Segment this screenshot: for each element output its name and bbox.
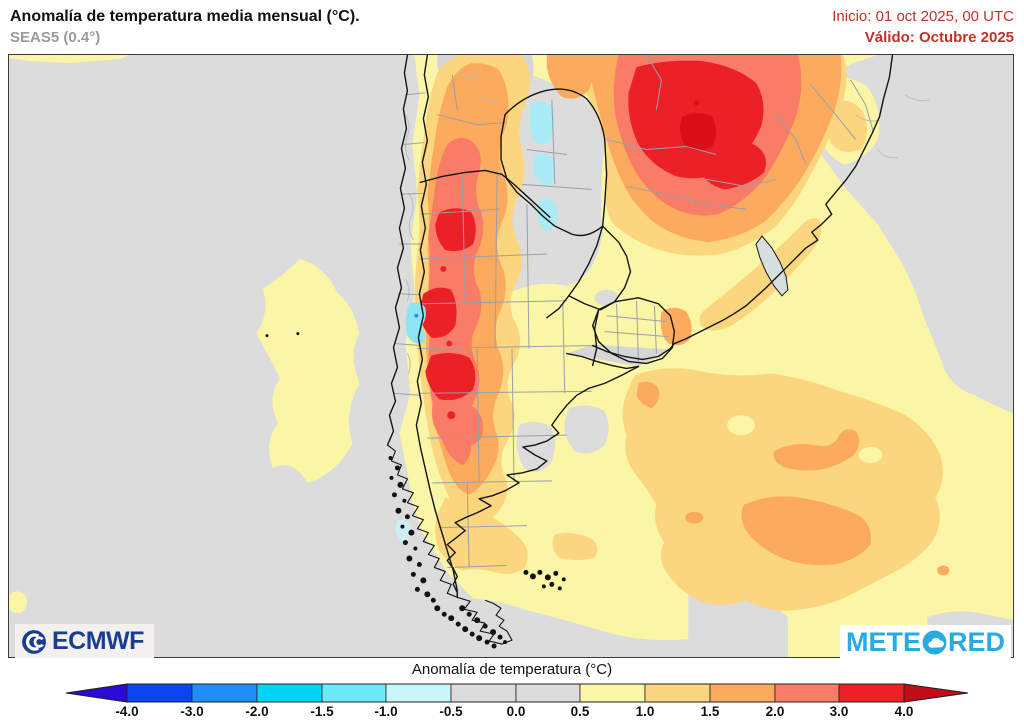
- relief-texture: [404, 72, 930, 374]
- colorbar-tick-label: -0.5: [439, 704, 463, 719]
- colorbar-tick-label: -1.5: [310, 704, 334, 719]
- colorbar-tick-label: 4.0: [895, 704, 914, 719]
- admin-borders: [393, 55, 875, 568]
- paraguay-border: [500, 88, 608, 237]
- colorbar-segment: [256, 683, 323, 703]
- colorbar-tick-label: -1.0: [374, 704, 397, 719]
- colorbar-tick-label: 0.5: [571, 704, 590, 719]
- laguna-dos-patos: [755, 235, 789, 297]
- meteored-text-post: RED: [947, 627, 1005, 657]
- laplata-south-shore: [566, 352, 640, 370]
- argentina-atlantic-coast: [446, 365, 640, 598]
- init-datetime: Inicio: 01 oct 2025, 00 UTC: [832, 8, 1014, 25]
- colorbar-segment: [126, 683, 193, 703]
- colorbar-svg: Anomalía de temperatura (°C) -4.0: [65, 661, 969, 719]
- meteored-text-pre: METE: [845, 627, 921, 657]
- colorbar-segment: [450, 683, 517, 703]
- colorbar-right-arrow: [903, 683, 969, 703]
- tierra-del-fuego: [457, 596, 513, 645]
- meteored-logo: METE RED: [839, 625, 1011, 660]
- colorbar-segment: [644, 683, 711, 703]
- colorbar-tick-label: 1.5: [701, 704, 720, 719]
- argentina-north-border: [419, 169, 551, 218]
- ecmwf-icon: [22, 629, 46, 654]
- header-right: Inicio: 01 oct 2025, 00 UTC Válido: Octu…: [832, 6, 1014, 48]
- uruguay-river-border: [591, 309, 600, 367]
- colorbar-segment: [579, 683, 646, 703]
- colorbar-tick-label: 0.0: [507, 704, 526, 719]
- brazil-coastline: [669, 55, 894, 350]
- colorbar-segment: [838, 683, 905, 703]
- colorbar-segment: [191, 683, 258, 703]
- colorbar-tick-label: 2.0: [766, 704, 785, 719]
- model-subtitle: SEAS5 (0.4°): [10, 29, 101, 46]
- ecmwf-logo-text: ECMWF: [52, 627, 144, 655]
- map-figure: ECMWF METE RED: [8, 54, 1014, 660]
- falkland-islands: [523, 569, 566, 591]
- colorbar-frame: [126, 683, 905, 703]
- colorbar-title: Anomalía de temperatura (°C): [412, 661, 612, 678]
- colorbar-segment: [515, 683, 581, 703]
- parana-border: [546, 225, 604, 319]
- valid-period: Válido: Octubre 2025: [864, 29, 1014, 46]
- header-left: Anomalía de temperatura media mensual (°…: [10, 6, 360, 48]
- coastlines-borders: [386, 55, 894, 645]
- chile-coastline: [386, 55, 409, 446]
- colorbar-segment: [774, 683, 840, 703]
- uruguay-border: [591, 297, 676, 365]
- colorbar-tick-label: -4.0: [115, 704, 138, 719]
- map-svg: [9, 55, 1013, 657]
- colorbar-tick-label: -2.0: [245, 704, 268, 719]
- colorbar-segment: [385, 683, 452, 703]
- chile-argentina-border: [415, 55, 458, 598]
- uruguay-coast: [591, 344, 672, 361]
- colorbar-tick-label: -3.0: [180, 704, 203, 719]
- colorbar-tick-label: 3.0: [830, 704, 849, 719]
- colorbar-tick-label: 1.0: [636, 704, 655, 719]
- misiones-border: [568, 225, 632, 311]
- patagonia-fjords: [387, 444, 458, 598]
- colorbar-ticks: -4.0 -3.0 -2.0 -1.5 -1.0 -0.5 0.0 0.5 1.…: [115, 704, 913, 719]
- meteored-cloud-icon: [922, 630, 947, 655]
- page-title: Anomalía de temperatura media mensual (°…: [10, 8, 360, 25]
- ecmwf-logo: ECMWF: [15, 624, 154, 659]
- island-speckles: [265, 332, 566, 649]
- legend: Anomalía de temperatura (°C) -4.0: [0, 658, 1024, 720]
- colorbar-segment: [709, 683, 776, 703]
- colorbar-left-arrow: [65, 683, 128, 703]
- colorbar-segments: [126, 683, 905, 703]
- colorbar-segment: [321, 683, 387, 703]
